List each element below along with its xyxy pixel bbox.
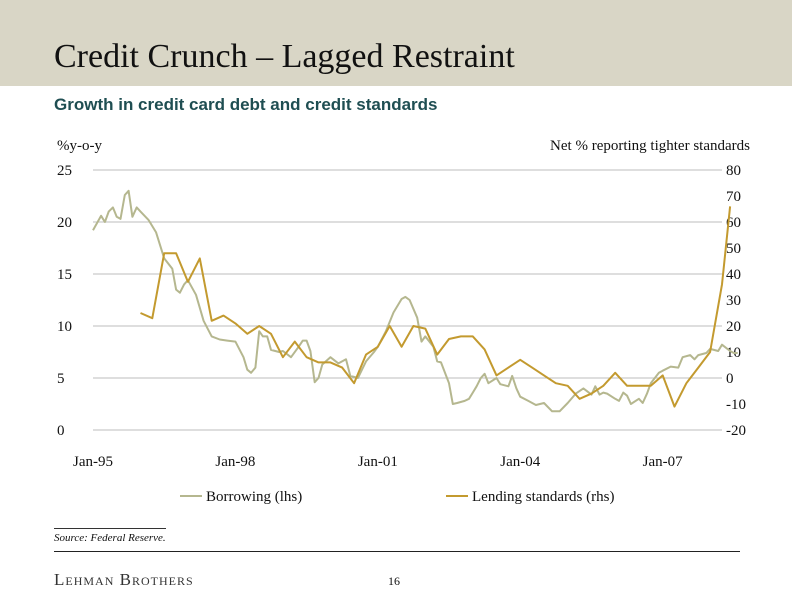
legend: Borrowing (lhs) Lending standards (rhs) (180, 489, 614, 505)
left-tick-label: 15 (57, 267, 72, 283)
gridlines (93, 169, 722, 431)
right-tick-label: 30 (726, 293, 741, 309)
series-line-lending-standards (140, 206, 732, 408)
footer-rule (54, 551, 740, 552)
title-band (0, 0, 792, 86)
series-lines (92, 189, 738, 413)
source-rule (54, 528, 166, 529)
right-tick-label: 50 (726, 241, 741, 257)
right-tick-label: 40 (726, 267, 741, 283)
x-tick-label: Jan-04 (500, 454, 540, 470)
right-tick-label: 20 (726, 319, 741, 335)
left-tick-label: 20 (57, 215, 72, 231)
line-chart: %y-o-y Net % reporting tighter standards… (57, 138, 750, 505)
page-title: Credit Crunch – Lagged Restraint (54, 38, 515, 75)
right-tick-label: -20 (726, 423, 746, 439)
right-tick-label: -10 (726, 397, 746, 413)
left-tick-label: 5 (57, 371, 65, 387)
source-note: Source: Federal Reserve. (54, 532, 166, 544)
legend-label: Borrowing (lhs) (206, 489, 302, 505)
chart-subtitle: Growth in credit card debt and credit st… (54, 95, 438, 114)
legend-label: Lending standards (rhs) (472, 489, 614, 505)
x-tick-label: Jan-01 (358, 454, 398, 470)
left-tick-label: 10 (57, 319, 72, 335)
brand-logo: Lehman Brothers (54, 570, 194, 589)
page-number: 16 (388, 574, 400, 588)
right-tick-label: 0 (726, 371, 734, 387)
left-tick-label: 0 (57, 423, 65, 439)
x-tick-label: Jan-95 (73, 454, 113, 470)
series-line-borrowing (92, 189, 738, 413)
right-tick-label: 70 (726, 189, 741, 205)
right-tick-label: 80 (726, 163, 741, 179)
right-axis-label: Net % reporting tighter standards (550, 138, 750, 154)
left-axis-label: %y-o-y (57, 138, 102, 154)
left-axis-ticks: 0 5 10 15 20 25 (57, 163, 72, 439)
x-axis-ticks: Jan-95 Jan-98 Jan-01 Jan-04 Jan-07 (73, 454, 683, 470)
x-tick-label: Jan-07 (643, 454, 683, 470)
left-tick-label: 25 (57, 163, 72, 179)
x-tick-label: Jan-98 (215, 454, 255, 470)
